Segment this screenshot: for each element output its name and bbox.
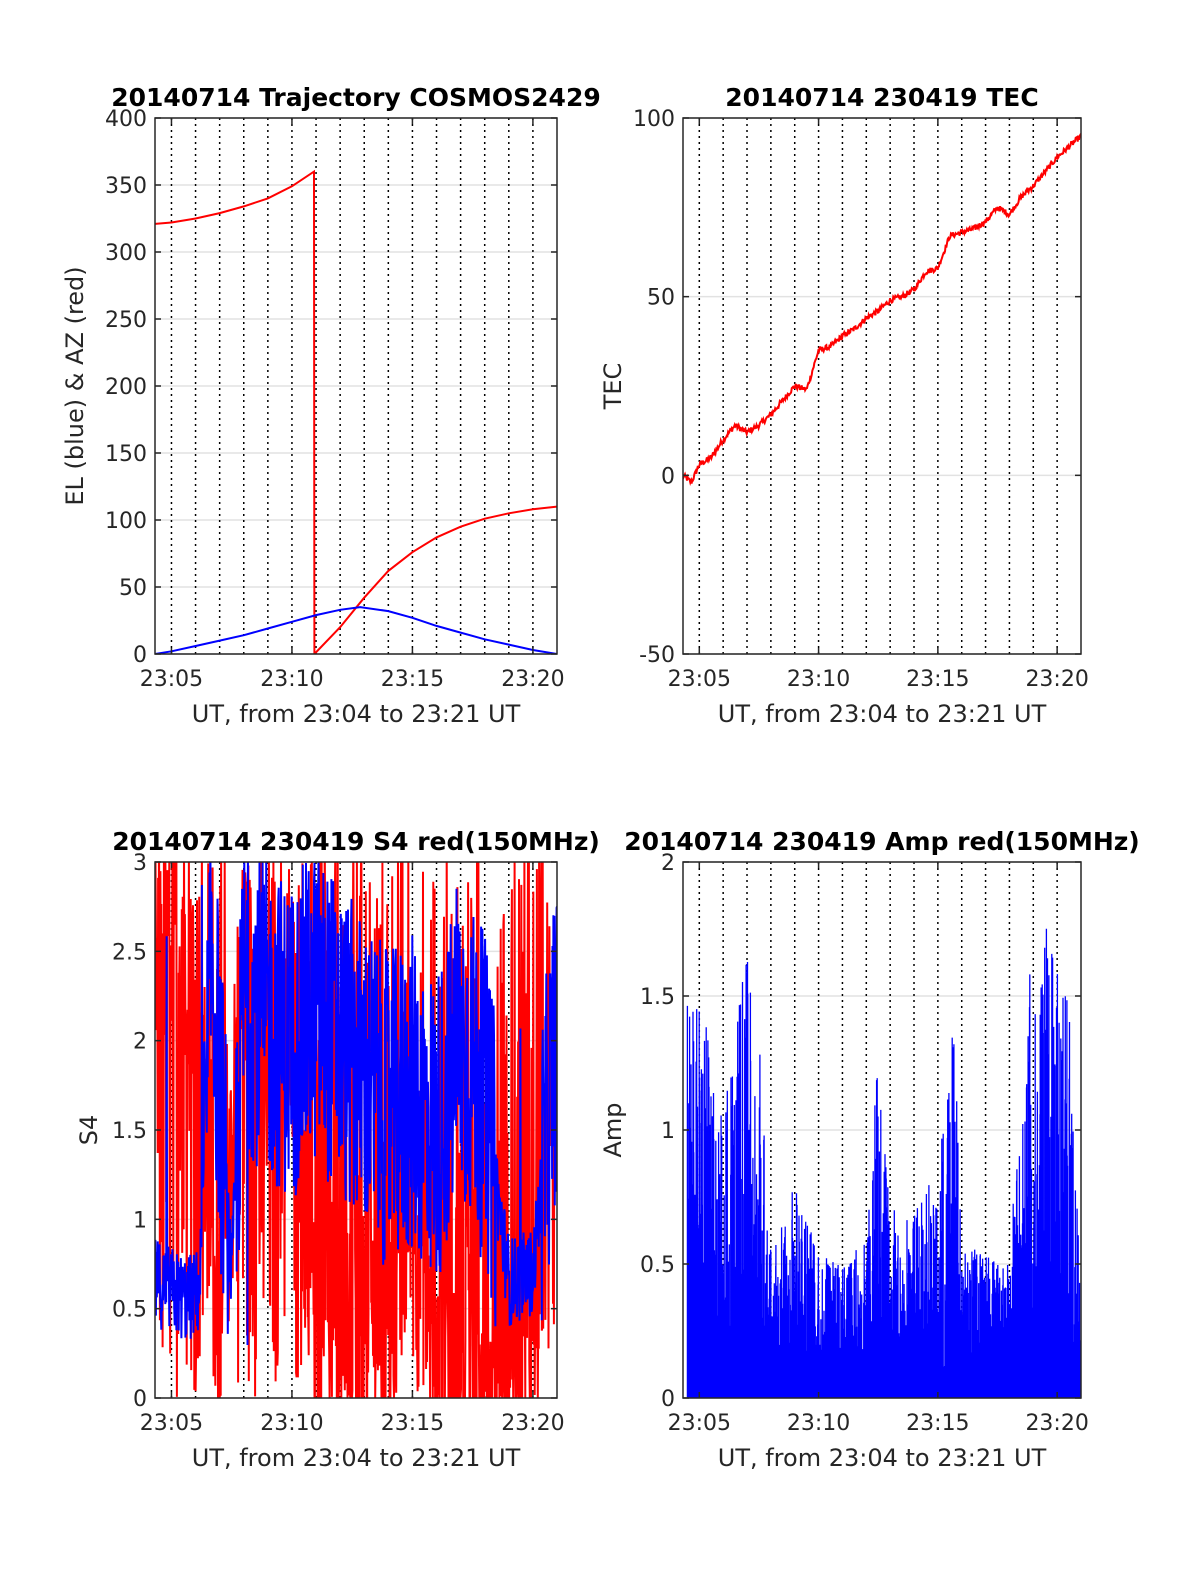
y-tick-label: 250 — [105, 308, 147, 333]
x-tick-label: 23:05 — [668, 667, 731, 692]
x-tick-label: 23:15 — [906, 1411, 969, 1436]
y-tick-label: 200 — [105, 375, 147, 400]
series-line — [683, 133, 1081, 487]
plot-area — [686, 928, 1081, 1398]
y-tick-label: 50 — [647, 286, 675, 311]
series-line — [686, 928, 1081, 1398]
chart-title: 20140714 230419 S4 red(150MHz) — [112, 827, 600, 856]
chart-title: 20140714 230419 Amp red(150MHz) — [624, 827, 1140, 856]
y-axis-label: S4 — [75, 1115, 103, 1146]
y-tick-label: 100 — [633, 107, 675, 132]
y-tick-label: 0 — [133, 643, 147, 668]
x-tick-label: 23:20 — [501, 1411, 564, 1436]
x-tick-label: 23:15 — [381, 1411, 444, 1436]
x-tick-label: 23:10 — [787, 667, 850, 692]
chart-title: 20140714 Trajectory COSMOS2429 — [111, 83, 601, 112]
y-tick-label: 400 — [105, 107, 147, 132]
x-tick-label: 23:10 — [787, 1411, 850, 1436]
series-line — [155, 606, 557, 654]
x-tick-label: 23:15 — [906, 667, 969, 692]
plot-area — [155, 862, 557, 1398]
axes-box — [682, 117, 1082, 655]
y-tick-label: 0 — [661, 1387, 675, 1412]
y-tick-label: 2 — [133, 1030, 147, 1055]
x-tick-label: 23:05 — [140, 667, 203, 692]
x-tick-label: 23:15 — [381, 667, 444, 692]
y-tick-label: -50 — [639, 643, 675, 668]
chart-panel-1: 0 50 100 150 200 250 300 350 400 23:05 23:10 23:15 2… — [61, 83, 601, 728]
y-tick-label: 3 — [133, 851, 147, 876]
chart-panel-3: 0 0.5 1 1.5 2 2.5 3 23:05 23:10 23:15 23:20 2014071… — [75, 827, 600, 1472]
y-tick-label: 0.5 — [112, 1298, 147, 1323]
y-tick-label: 0 — [133, 1387, 147, 1412]
x-axis-label: UT, from 23:04 to 23:21 UT — [192, 700, 521, 728]
series-line — [155, 862, 557, 1398]
y-tick-label: 2 — [661, 851, 675, 876]
chart-title: 20140714 230419 TEC — [725, 83, 1038, 112]
y-tick-label: 1.5 — [640, 985, 675, 1010]
x-tick-label: 23:20 — [501, 667, 564, 692]
y-tick-label: 50 — [119, 576, 147, 601]
y-axis-label: TEC — [599, 363, 627, 411]
y-axis-label: EL (blue) & AZ (red) — [61, 266, 89, 505]
chart-panel-4: 0 0.5 1 1.5 2 23:05 23:10 23:15 23:20 20140714 23… — [599, 827, 1140, 1472]
x-axis-label: UT, from 23:04 to 23:21 UT — [718, 1444, 1047, 1472]
y-tick-label: 2.5 — [112, 940, 147, 965]
plot-area — [155, 169, 557, 654]
x-tick-label: 23:10 — [260, 667, 323, 692]
series-line — [155, 862, 557, 1346]
y-tick-label: 1 — [661, 1119, 675, 1144]
y-axis-label: Amp — [599, 1102, 627, 1157]
x-tick-label: 23:20 — [1025, 1411, 1088, 1436]
x-axis-label: UT, from 23:04 to 23:21 UT — [192, 1444, 521, 1472]
y-tick-label: 1 — [133, 1208, 147, 1233]
y-tick-label: 100 — [105, 509, 147, 534]
y-tick-label: 300 — [105, 241, 147, 266]
x-tick-label: 23:05 — [140, 1411, 203, 1436]
y-tick-label: 350 — [105, 174, 147, 199]
y-tick-label: 0 — [661, 464, 675, 489]
x-axis-label: UT, from 23:04 to 23:21 UT — [718, 700, 1047, 728]
series-line — [155, 169, 557, 654]
x-tick-label: 23:10 — [260, 1411, 323, 1436]
y-tick-label: 150 — [105, 442, 147, 467]
x-tick-label: 23:20 — [1025, 667, 1088, 692]
y-tick-label: 0.5 — [640, 1253, 675, 1278]
chart-panel-2: -50 0 50 100 23:05 23:10 23:15 23:20 20140714 23… — [599, 83, 1089, 728]
x-tick-label: 23:05 — [668, 1411, 731, 1436]
y-tick-label: 1.5 — [112, 1119, 147, 1144]
plot-area — [683, 133, 1081, 487]
